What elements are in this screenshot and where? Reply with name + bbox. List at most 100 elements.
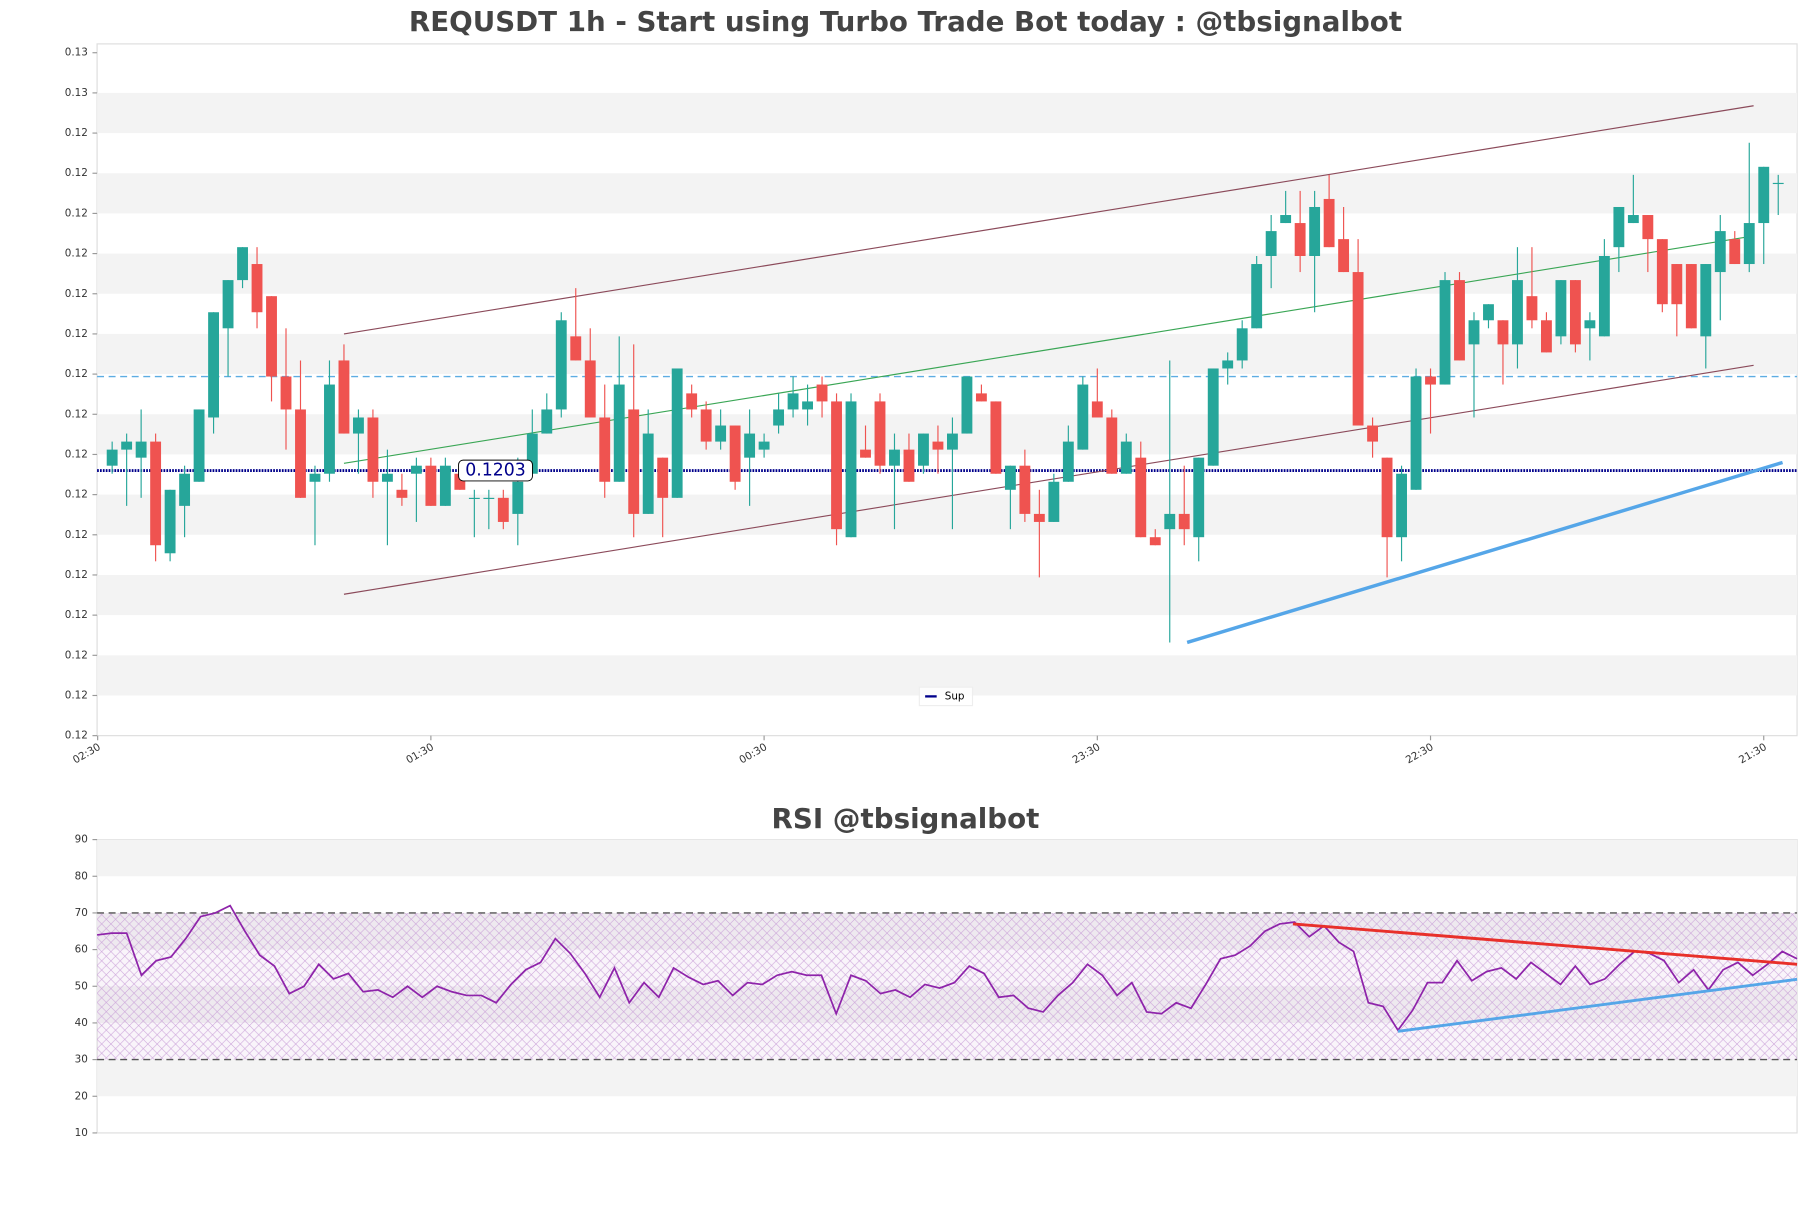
y-tick-label: 50 <box>75 980 88 992</box>
candle-body <box>845 401 857 538</box>
y-tick-label: 0.12 <box>65 368 88 380</box>
y-tick-label: 0.12 <box>65 328 88 340</box>
candle-body <box>1323 198 1335 248</box>
candle-body <box>121 441 133 450</box>
candle-body <box>1120 441 1132 474</box>
band <box>97 839 1798 877</box>
candle-body <box>222 280 234 329</box>
candle-body <box>1033 513 1045 522</box>
candle-body <box>947 433 958 450</box>
candle-body <box>657 457 669 498</box>
rsi-title: RSI @tbsignalbot <box>772 802 1040 835</box>
y-tick-label: 60 <box>75 944 88 956</box>
y-tick-label: 0.12 <box>65 569 88 581</box>
y-tick-label: 0.13 <box>65 47 88 59</box>
y-tick-label: 90 <box>75 834 88 846</box>
candle-body <box>671 368 683 498</box>
candle-body <box>1048 481 1060 522</box>
x-tick-label: 22:30 <box>1404 741 1436 766</box>
candle-body <box>599 417 611 482</box>
candle-body <box>1410 376 1422 490</box>
candle-body <box>179 473 191 506</box>
y-tick-label: 0.12 <box>65 649 88 661</box>
candle-body <box>961 376 973 434</box>
y-tick-label: 0.12 <box>65 167 88 179</box>
y-tick-label: 0.12 <box>65 448 88 460</box>
candle-body <box>338 360 350 434</box>
candle-body <box>889 449 900 466</box>
candle-body <box>1352 272 1364 426</box>
candle-body <box>396 489 408 498</box>
candle-body <box>570 336 582 361</box>
candle-body <box>831 401 842 530</box>
trend-line <box>343 105 1754 335</box>
value-tag: 0.1203 <box>465 461 526 481</box>
candle-body <box>164 489 176 554</box>
legend-box <box>918 686 974 707</box>
candle-body <box>497 497 509 522</box>
candle-body <box>686 393 698 410</box>
candle-body <box>1280 215 1292 224</box>
trend-line <box>1397 977 1798 1033</box>
candle-body <box>1294 223 1306 256</box>
x-tick-label: 01:30 <box>404 741 436 766</box>
y-tick-label: 0.12 <box>65 609 88 621</box>
candle-body <box>1062 441 1074 482</box>
band <box>97 253 1798 294</box>
chart-title: REQUSDT 1h - Start using Turbo Trade Bot… <box>409 5 1402 38</box>
x-tick-label: 02:30 <box>71 741 103 766</box>
candle-body <box>990 401 1002 474</box>
y-tick-label: 30 <box>75 1054 88 1066</box>
candle-body <box>1381 457 1393 538</box>
candle-body <box>1164 513 1176 530</box>
candle-body <box>280 376 292 410</box>
candle-body <box>932 441 944 450</box>
candle-body <box>1598 255 1610 337</box>
band <box>97 92 1798 134</box>
candle-body <box>1642 215 1654 240</box>
candle-body <box>1004 465 1016 490</box>
y-tick-label: 80 <box>75 870 88 882</box>
candle-body <box>584 360 596 418</box>
candle-body <box>903 449 915 482</box>
trend-line <box>1292 922 1798 966</box>
candle-body <box>353 417 364 434</box>
candle-body <box>802 401 813 410</box>
y-tick-label: 20 <box>75 1090 88 1102</box>
y-tick-label: 0.12 <box>65 288 88 300</box>
x-tick-label: 23:30 <box>1071 741 1103 766</box>
candle-body <box>1468 320 1480 345</box>
candle-body <box>1439 280 1451 385</box>
candle-body <box>1685 264 1697 329</box>
y-tick-label: 0.12 <box>65 408 88 420</box>
candle-body <box>729 425 741 482</box>
candle-body <box>874 401 886 466</box>
plot-area <box>96 43 1798 737</box>
candle-body <box>324 384 335 474</box>
candle-body <box>744 433 756 458</box>
candle-body <box>1627 215 1639 224</box>
candle-body <box>266 296 277 377</box>
candle-body <box>1193 457 1205 538</box>
trend-line <box>1186 460 1784 645</box>
candle-body <box>1265 231 1277 256</box>
trend-line <box>343 364 1754 595</box>
y-tick-label: 0.12 <box>65 127 88 139</box>
candle-body <box>1526 296 1538 321</box>
candle-body <box>1497 320 1509 345</box>
candle-body <box>1077 384 1089 450</box>
candle-body <box>1454 280 1465 361</box>
y-tick-label: 70 <box>75 907 88 919</box>
candle-body <box>1671 264 1683 305</box>
candle-body <box>1338 239 1350 273</box>
candle-body <box>555 320 567 410</box>
candle-body <box>1714 231 1726 273</box>
candle-body <box>208 312 220 418</box>
candle-body <box>642 433 654 514</box>
candle-body <box>1309 206 1321 256</box>
candle-body <box>106 449 118 466</box>
candle-body <box>381 473 393 482</box>
candle-body <box>715 425 727 442</box>
